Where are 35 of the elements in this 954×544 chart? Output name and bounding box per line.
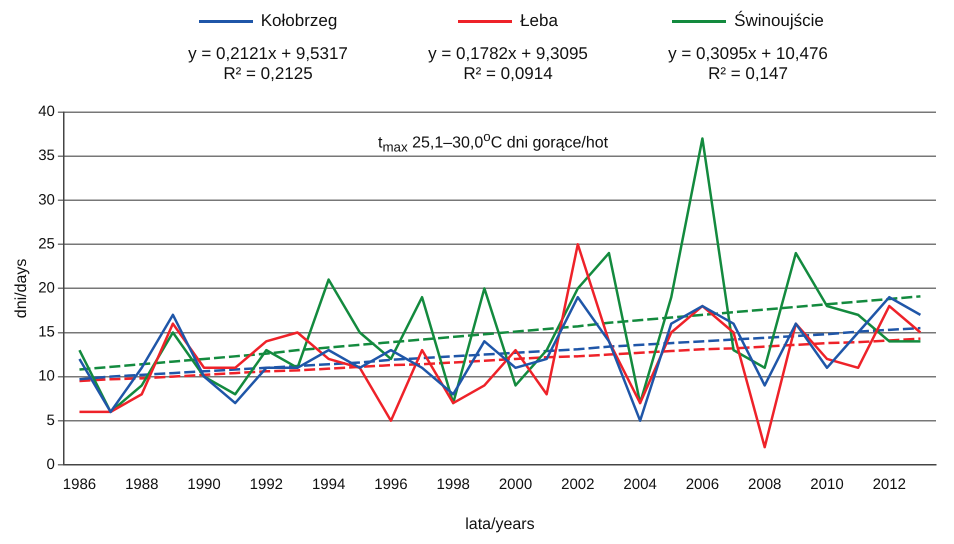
y-tick-label: 10 bbox=[38, 368, 55, 385]
y-axis-title: dni/days bbox=[13, 258, 30, 318]
x-tick-label: 1994 bbox=[312, 476, 346, 493]
legend-label: Kołobrzeg bbox=[260, 11, 338, 31]
text: R² = 0,147 bbox=[707, 64, 789, 84]
legend-label: Łeba bbox=[520, 11, 558, 31]
y-tick-label: 20 bbox=[38, 280, 55, 297]
x-tick-label: 2008 bbox=[748, 476, 782, 493]
y-tick-label: 30 bbox=[38, 191, 55, 208]
text: y = 0,1782x + 9,3095 bbox=[427, 44, 589, 64]
x-tick-label: 1996 bbox=[374, 476, 408, 493]
text: R² = 0,2125 bbox=[222, 64, 314, 84]
x-tick-label: 1990 bbox=[187, 476, 221, 493]
x-tick-label: 2006 bbox=[686, 476, 720, 493]
text: t$_{max}$ 25,1–30,0$^{o}$C dni gorące/hot bbox=[378, 128, 608, 157]
x-tick-label: 1988 bbox=[125, 476, 158, 493]
y-tick-label: 5 bbox=[46, 412, 55, 429]
y-tick-label: 35 bbox=[38, 147, 55, 164]
y-tick-label: 40 bbox=[38, 103, 55, 120]
x-tick-label: 2010 bbox=[810, 476, 844, 493]
y-tick-label: 25 bbox=[38, 235, 55, 252]
text: y = 0,2121x + 9,5317 bbox=[187, 44, 349, 64]
x-tick-label: 1992 bbox=[250, 476, 284, 493]
y-tick-label: 0 bbox=[46, 456, 55, 473]
x-axis-title: lata/years bbox=[465, 516, 535, 533]
legend-label: Świnoujście bbox=[734, 11, 824, 31]
x-tick-label: 2012 bbox=[872, 476, 906, 493]
x-tick-label: 2004 bbox=[623, 476, 657, 493]
x-tick-label: 2000 bbox=[498, 476, 532, 493]
x-tick-label: 1986 bbox=[62, 476, 96, 493]
text: y = 0,3095x + 10,476 bbox=[667, 44, 829, 64]
text: R² = 0,0914 bbox=[462, 64, 554, 84]
y-tick-label: 15 bbox=[38, 324, 55, 341]
x-tick-label: 2002 bbox=[561, 476, 594, 493]
x-tick-label: 1998 bbox=[436, 476, 470, 493]
